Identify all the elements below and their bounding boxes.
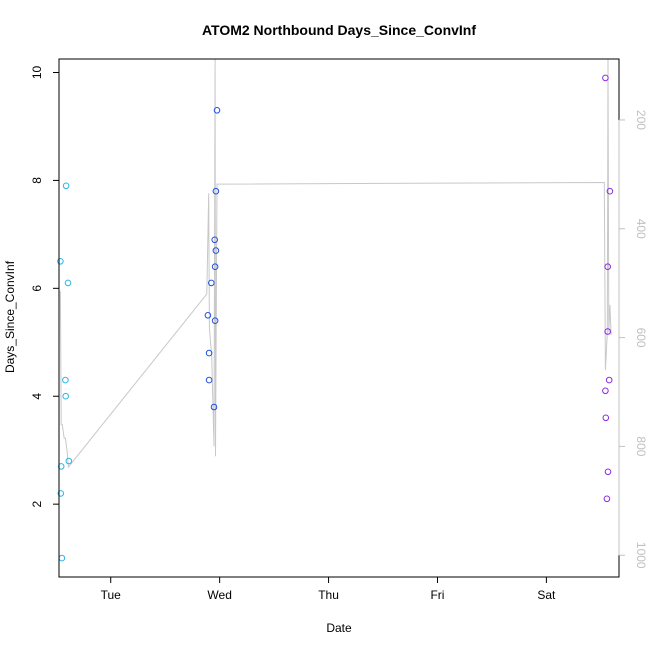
x-tick-label: Sat	[537, 588, 556, 602]
data-point	[57, 258, 64, 265]
y2-tick-label: 400	[634, 219, 648, 239]
y-tick-label: 4	[30, 393, 44, 400]
data-point	[208, 279, 215, 287]
chart-title: ATOM2 Northbound Days_Since_ConvInf	[202, 22, 476, 38]
data-point	[604, 263, 612, 271]
x-tick-label: Wed	[207, 588, 231, 602]
data-point	[211, 317, 219, 325]
y2-tick-label: 200	[634, 110, 648, 130]
x-tick-label: Thu	[318, 588, 339, 602]
x-axis-label: Date	[326, 621, 352, 635]
data-point	[212, 187, 220, 195]
y-tick-label: 10	[30, 65, 44, 79]
points-layer	[57, 74, 614, 562]
data-point	[205, 349, 213, 357]
y-tick-label: 8	[30, 177, 44, 184]
data-point	[57, 463, 65, 470]
y-axis-label: Days_Since_ConvInf	[3, 260, 17, 373]
data-point	[602, 414, 610, 422]
data-point	[211, 263, 219, 271]
data-point	[604, 468, 612, 476]
y-tick-label: 6	[30, 285, 44, 292]
y-axis: 2 4 6 8 10	[30, 65, 60, 508]
y2-tick-label: 600	[634, 328, 648, 348]
x-axis: Tue Wed Thu Fri Sat	[101, 576, 556, 602]
data-point	[62, 182, 70, 190]
data-point	[212, 247, 220, 254]
data-point	[211, 236, 218, 244]
data-point	[213, 107, 221, 114]
x-tick-label: Fri	[430, 588, 444, 602]
y-tick-label: 2	[30, 501, 44, 508]
data-point	[64, 279, 72, 287]
data-point	[57, 490, 65, 497]
data-point	[62, 392, 69, 400]
data-point	[602, 387, 609, 395]
plot-area	[58, 58, 620, 578]
secondary-line-layer	[59, 58, 612, 469]
secondary-series-line	[59, 58, 612, 469]
y2-axis: 200 400 600 800 1000	[618, 110, 648, 569]
y2-tick-label: 1000	[634, 542, 648, 569]
data-point	[204, 312, 212, 319]
data-point	[604, 328, 612, 335]
y2-tick-label: 800	[634, 436, 648, 456]
x-tick-label: Tue	[101, 588, 122, 602]
data-point	[606, 187, 614, 195]
data-point	[602, 74, 609, 82]
data-point	[603, 495, 611, 503]
data-point	[205, 376, 213, 384]
data-point	[58, 554, 66, 562]
data-point	[62, 376, 69, 384]
data-point	[210, 403, 218, 411]
data-point	[65, 457, 73, 465]
data-point	[605, 376, 613, 384]
